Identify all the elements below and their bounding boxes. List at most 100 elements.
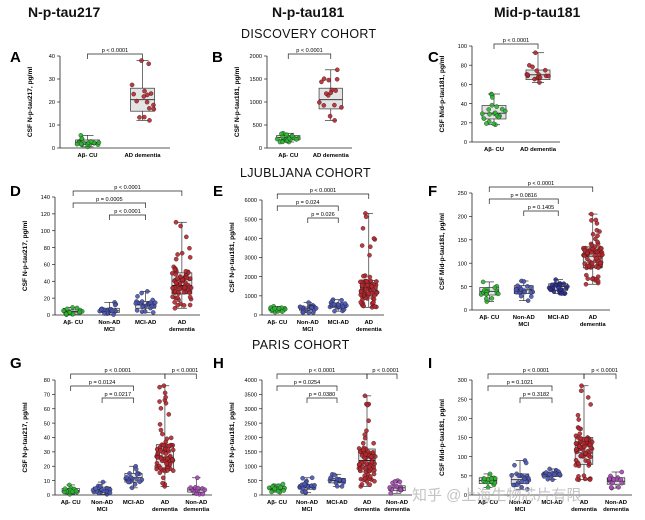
x-tick-label: MCI-AD: [135, 320, 156, 326]
data-point: [294, 137, 299, 142]
data-point: [372, 478, 377, 484]
data-point: [145, 289, 150, 294]
group-0: Aβ- CU: [480, 91, 508, 153]
data-point: [362, 393, 368, 399]
y-axis-label: CSF Mid-p-tau181, pg/ml: [439, 399, 446, 476]
p-value-label: p < 0.0001: [372, 368, 399, 374]
data-point: [312, 483, 317, 488]
data-point: [357, 462, 362, 467]
data-point: [176, 286, 182, 292]
data-point: [372, 293, 377, 298]
data-point: [616, 485, 621, 490]
data-point: [369, 283, 375, 289]
data-point: [139, 299, 145, 304]
data-point: [144, 92, 150, 98]
data-point: [489, 102, 495, 108]
panel-g: G 0 10 20 30 40 50 60 70 80 CSF N-p-tau217, pg/ml A…: [10, 355, 212, 513]
data-point: [334, 476, 340, 482]
data-point: [332, 308, 337, 314]
data-point: [98, 483, 103, 489]
y-axis-label: CSF Mid-p-tau181, pg/ml: [439, 213, 446, 290]
data-point: [537, 80, 542, 85]
y-axis-label: CSF N-p-tau181, pg/ml: [234, 67, 241, 138]
data-point: [516, 473, 522, 479]
bracket-line: [523, 210, 559, 216]
data-point: [142, 114, 147, 120]
significance-bracket: p = 0.0217: [101, 392, 134, 403]
y-tick-label: 0: [464, 308, 467, 314]
x-tick-label: MCI: [104, 327, 115, 333]
data-point: [363, 287, 369, 292]
y-tick-label: 150: [458, 436, 467, 442]
data-point: [496, 114, 502, 120]
data-point: [162, 390, 168, 396]
data-point: [611, 477, 617, 482]
p-value-label: p < 0.0001: [528, 181, 555, 187]
data-point: [492, 285, 498, 290]
data-point: [364, 278, 369, 284]
x-tick-label: Non-AD: [98, 320, 120, 326]
data-point: [607, 476, 612, 481]
data-point: [561, 281, 567, 287]
significance-bracket: p < 0.0001: [109, 209, 146, 220]
x-tick-label: AD dementia: [520, 147, 557, 153]
data-point: [184, 234, 189, 240]
bracket-line: [164, 373, 197, 379]
data-point: [584, 272, 589, 278]
data-point: [541, 474, 547, 479]
data-point: [170, 457, 175, 463]
data-point: [298, 304, 303, 310]
data-point: [485, 485, 491, 490]
x-tick-label: Aβ- CU: [61, 500, 81, 506]
x-tick-label: MCI: [515, 507, 526, 513]
data-point: [187, 290, 192, 295]
data-point: [360, 440, 366, 446]
group-2: MCI-AD: [546, 277, 570, 321]
bracket-line: [487, 373, 585, 379]
group-1: AD dementia: [520, 50, 557, 153]
data-point: [61, 308, 66, 314]
y-tick-label: 0: [464, 493, 467, 499]
data-point: [187, 245, 192, 251]
data-point: [562, 291, 568, 296]
group-0: Aβ- CU: [478, 471, 498, 506]
data-point: [73, 488, 79, 494]
data-point: [179, 250, 185, 256]
data-point: [365, 402, 370, 408]
significance-bracket: p = 0.026: [307, 212, 339, 223]
data-point: [172, 267, 178, 272]
x-tick-label: dementia: [571, 507, 598, 513]
bracket-line: [487, 385, 553, 391]
data-point: [484, 292, 489, 297]
data-point: [367, 252, 372, 258]
data-point: [360, 464, 366, 470]
bracket-line: [87, 53, 143, 59]
x-tick-label: MCI-AD: [548, 315, 569, 321]
panel-b: B 0 500 1000 1500 2000 CSF N-p-tau181, pg/ml Aβ…: [212, 48, 352, 159]
y-tick-label: 2000: [245, 436, 257, 442]
data-point: [513, 287, 519, 292]
y-tick-label: 50: [461, 474, 467, 480]
data-point: [187, 302, 193, 308]
group-2: MCI-AD: [326, 472, 348, 506]
data-point: [195, 485, 201, 491]
data-point: [135, 294, 140, 299]
bracket-line: [70, 385, 134, 391]
x-tick-label: AD dementia: [313, 153, 350, 159]
data-point: [151, 102, 156, 108]
y-tick-label: 40: [44, 279, 50, 285]
data-point: [276, 306, 282, 311]
data-point: [371, 300, 376, 305]
panel-letter: B: [212, 49, 223, 66]
data-point: [367, 482, 373, 487]
data-point: [163, 394, 168, 400]
panel-letter: H: [213, 355, 224, 372]
data-point: [503, 108, 508, 114]
panel-letter: C: [428, 49, 439, 66]
data-point: [521, 279, 527, 284]
data-point: [371, 236, 377, 241]
y-tick-label: 50: [44, 421, 50, 427]
